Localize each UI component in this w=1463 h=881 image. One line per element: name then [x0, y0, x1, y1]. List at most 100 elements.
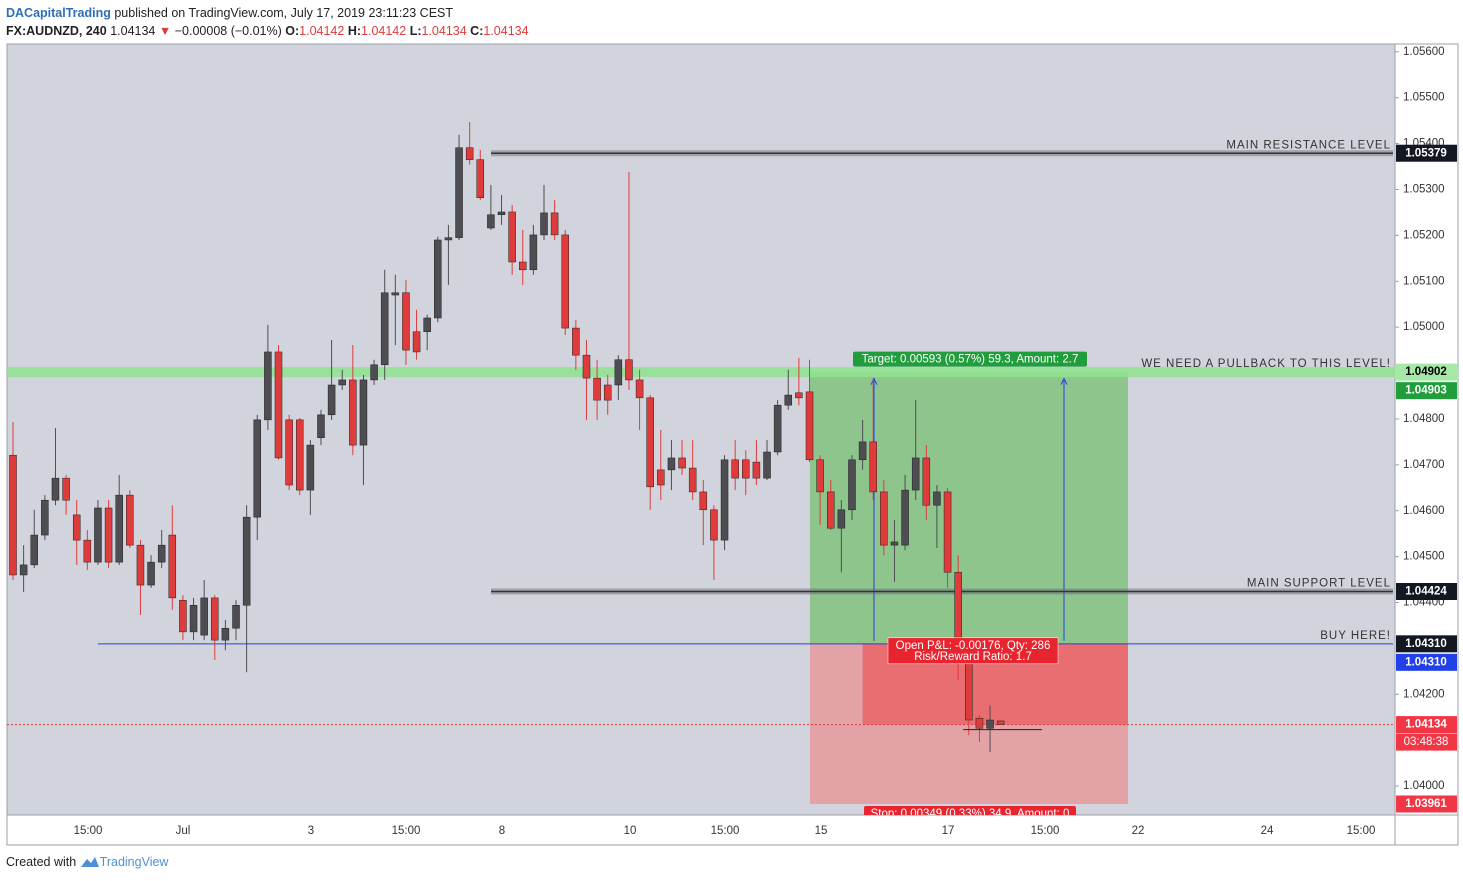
candle-body [731, 459, 739, 479]
logo [80, 857, 99, 867]
price-tag-label: 1.04902 [1405, 366, 1447, 378]
x-tick-label: 24 [1261, 825, 1274, 837]
level-label: MAIN RESISTANCE LEVEL [1226, 139, 1391, 151]
candle-body [211, 597, 219, 641]
ohlc-value: 1.04142 [361, 24, 407, 38]
candle-body [62, 477, 70, 501]
created-with: Created with [6, 855, 77, 869]
x-tick-label: 15:00 [711, 825, 740, 837]
candle-body [285, 419, 293, 486]
candle-body [996, 720, 1005, 725]
candle-body [943, 491, 952, 573]
x-tick-label: 3 [308, 825, 314, 837]
countdown-bg [1396, 733, 1457, 751]
candle-body [508, 211, 516, 263]
y-tick-label: 1.05000 [1403, 321, 1445, 333]
candle-body [349, 379, 357, 446]
candle-body [359, 379, 368, 446]
ohlc-value: 1.04134 [483, 24, 529, 38]
arrow-head [870, 377, 878, 385]
candle-body [51, 477, 60, 501]
x-tick-label: 15:00 [1347, 825, 1376, 837]
candle-body [83, 539, 92, 563]
price-tag-label: 1.04134 [1405, 719, 1447, 731]
candle-body [614, 359, 623, 386]
candle-body [168, 534, 177, 599]
ohlc-key: H: [347, 24, 362, 38]
candle-body [752, 461, 761, 479]
candle-body [805, 391, 814, 461]
candle-body [550, 212, 559, 236]
y-tick-label: 1.04700 [1403, 459, 1445, 471]
candle-body [274, 351, 283, 459]
price-tag-label: 1.03961 [1405, 798, 1447, 810]
y-tick-label: 1.05200 [1403, 229, 1445, 241]
price-tag [1396, 144, 1457, 162]
candle-body [232, 605, 240, 629]
candle-body [126, 494, 134, 546]
candle-body [678, 457, 686, 469]
y-tick-label: 1.04000 [1403, 780, 1445, 792]
price-tag-label: 1.04424 [1405, 586, 1447, 598]
candle-body [529, 234, 538, 271]
y-tick-label: 1.04200 [1403, 688, 1445, 700]
frame [6, 43, 1459, 846]
position-label-bg [853, 351, 1087, 367]
pnl-bg [887, 637, 1059, 665]
symbol: FX:AUDNZD, 240 [6, 24, 107, 38]
last: 1.04134 [110, 24, 156, 38]
candle-body [115, 494, 123, 563]
x-tick-label: 10 [624, 825, 637, 837]
level-label: BUY HERE! [1320, 630, 1391, 642]
candle-body [625, 359, 633, 381]
candle-body [497, 211, 506, 215]
y-tick-label: 1.05100 [1403, 275, 1445, 287]
candle-body [487, 214, 495, 229]
candle-body [306, 444, 315, 491]
candle-body [200, 597, 208, 636]
candle-body [646, 397, 654, 488]
x-tick-label: Jul [176, 825, 191, 837]
candle-body [795, 392, 803, 399]
candle-body [455, 147, 463, 238]
level-label: WE NEED A PULLBACK TO THIS LEVEL! [1141, 358, 1391, 370]
candle-body [253, 419, 262, 518]
ohlc-key: C: [470, 24, 484, 38]
candle-body [742, 459, 750, 479]
candle-body [635, 379, 644, 399]
published: published on TradingView.com, July 17, 2… [114, 6, 454, 20]
position-label: Stop: 0.00349 (0.33%) 34.9, Amount: 0 [871, 808, 1070, 820]
header-line1: DACapitalTrading published on TradingVie… [6, 4, 529, 22]
candle-body [901, 489, 909, 546]
countdown: 03:48:38 [1404, 736, 1449, 748]
author[interactable]: DACapitalTrading [6, 6, 111, 20]
header-line2: FX:AUDNZD, 240 1.04134 ▼ −0.00008 (−0.01… [6, 22, 529, 40]
price-tag-label: 1.04310 [1405, 638, 1447, 650]
candle-body [657, 469, 665, 486]
x-tick-label: 15:00 [392, 825, 421, 837]
header: DACapitalTrading published on TradingVie… [6, 4, 529, 40]
candle-body [157, 544, 166, 563]
candle-body [763, 451, 771, 479]
arrow-head [1060, 377, 1068, 385]
price-tag [1396, 635, 1457, 653]
candle-body [317, 414, 325, 439]
candle-body [561, 234, 569, 329]
candle-body [667, 457, 676, 471]
ohlc-key: L: [409, 24, 422, 38]
plot: MAIN RESISTANCE LEVEL WE NEED A PULLBACK … [7, 122, 1395, 820]
candle-body [30, 534, 38, 566]
candle-body [593, 377, 601, 401]
candle-body [380, 292, 389, 366]
candle-body [869, 441, 877, 493]
ohlc-key: O: [285, 24, 300, 38]
candle-body [94, 507, 102, 563]
x-tick-label: 8 [499, 825, 505, 837]
position-label-bg [864, 805, 1076, 815]
candle-body [773, 404, 782, 453]
candle-body [720, 459, 729, 541]
candle-body [412, 331, 421, 353]
brand[interactable]: TradingView [99, 855, 169, 869]
candle-body [391, 292, 400, 296]
